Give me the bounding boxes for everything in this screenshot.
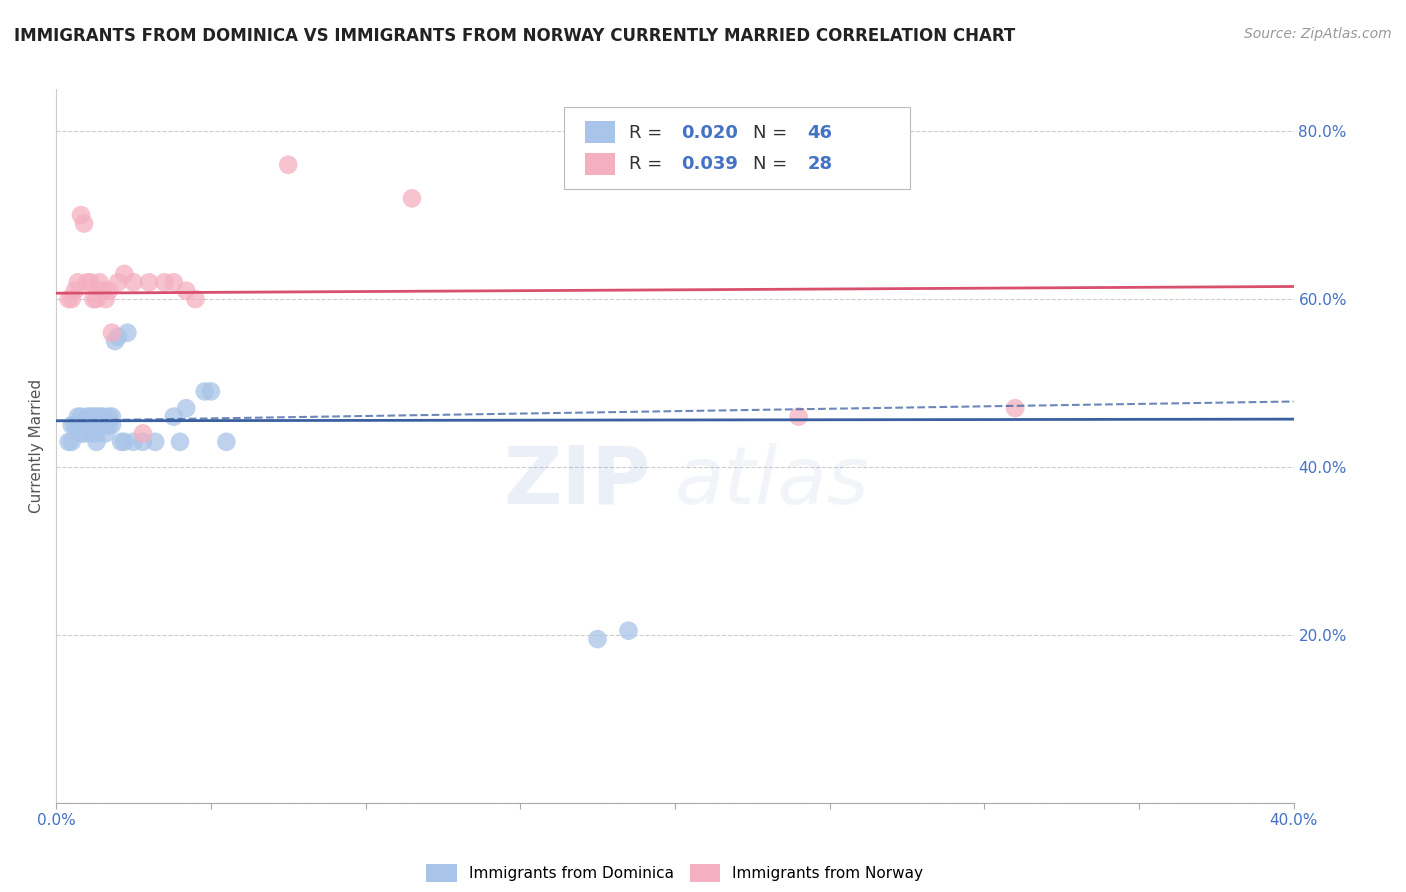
Point <box>138 275 160 289</box>
Point <box>174 284 197 298</box>
Point <box>66 409 89 424</box>
Y-axis label: Currently Married: Currently Married <box>30 379 45 513</box>
Point <box>89 409 111 424</box>
Point <box>91 417 114 432</box>
Point <box>89 275 111 289</box>
Point <box>617 624 640 638</box>
Point <box>79 275 101 289</box>
Point <box>215 434 238 449</box>
Point <box>60 417 83 432</box>
Point <box>94 417 117 432</box>
Point <box>86 292 108 306</box>
Point <box>153 275 176 289</box>
Point <box>97 417 120 432</box>
Point <box>169 434 191 449</box>
Point <box>70 417 93 432</box>
Point <box>79 426 101 441</box>
Text: R =: R = <box>628 124 668 142</box>
Point <box>401 191 423 205</box>
Point <box>60 434 83 449</box>
Point <box>73 417 96 432</box>
Point <box>82 417 104 432</box>
Point <box>132 426 155 441</box>
Point <box>163 409 186 424</box>
Point <box>63 284 86 298</box>
Text: 0.020: 0.020 <box>681 124 738 142</box>
Point <box>58 292 80 306</box>
Point <box>86 409 108 424</box>
Point <box>107 275 129 289</box>
Point <box>101 409 124 424</box>
Point <box>112 267 135 281</box>
FancyBboxPatch shape <box>564 107 910 189</box>
Text: 28: 28 <box>807 155 832 173</box>
Point <box>787 409 810 424</box>
Point <box>76 409 98 424</box>
Point <box>66 417 89 432</box>
Point <box>91 409 114 424</box>
Point <box>117 326 139 340</box>
Point <box>104 334 127 348</box>
Text: Source: ZipAtlas.com: Source: ZipAtlas.com <box>1244 27 1392 41</box>
Point <box>107 330 129 344</box>
FancyBboxPatch shape <box>585 153 616 175</box>
Point <box>122 434 145 449</box>
Point <box>73 217 96 231</box>
Point <box>58 434 80 449</box>
Point <box>73 426 96 441</box>
Point <box>91 284 114 298</box>
Point <box>101 417 124 432</box>
Point <box>110 434 132 449</box>
Point <box>1004 401 1026 416</box>
Text: N =: N = <box>752 124 793 142</box>
Text: R =: R = <box>628 155 668 173</box>
Point <box>174 401 197 416</box>
Point <box>97 409 120 424</box>
Legend: Immigrants from Dominica, Immigrants from Norway: Immigrants from Dominica, Immigrants fro… <box>420 858 929 888</box>
Point <box>70 409 93 424</box>
Text: N =: N = <box>752 155 793 173</box>
Point <box>79 409 101 424</box>
Point <box>132 434 155 449</box>
Point <box>82 292 104 306</box>
Point <box>94 292 117 306</box>
Point <box>86 426 108 441</box>
Point <box>184 292 207 306</box>
Point <box>60 292 83 306</box>
Text: atlas: atlas <box>675 442 870 521</box>
Point <box>97 284 120 298</box>
Point <box>76 417 98 432</box>
Point <box>66 275 89 289</box>
Point <box>82 409 104 424</box>
Point <box>143 434 166 449</box>
Point <box>586 632 609 646</box>
Point <box>63 417 86 432</box>
Text: 46: 46 <box>807 124 832 142</box>
Text: 0.039: 0.039 <box>681 155 738 173</box>
Text: ZIP: ZIP <box>503 442 650 521</box>
Point <box>277 158 299 172</box>
Point <box>194 384 217 399</box>
Point <box>86 434 108 449</box>
FancyBboxPatch shape <box>585 121 616 143</box>
Point <box>76 275 98 289</box>
Point <box>163 275 186 289</box>
Point <box>101 326 124 340</box>
Point <box>94 426 117 441</box>
Point <box>70 426 93 441</box>
Point <box>122 275 145 289</box>
Point <box>200 384 222 399</box>
Point <box>89 417 111 432</box>
Text: IMMIGRANTS FROM DOMINICA VS IMMIGRANTS FROM NORWAY CURRENTLY MARRIED CORRELATION: IMMIGRANTS FROM DOMINICA VS IMMIGRANTS F… <box>14 27 1015 45</box>
Point <box>70 208 93 222</box>
Point <box>112 434 135 449</box>
